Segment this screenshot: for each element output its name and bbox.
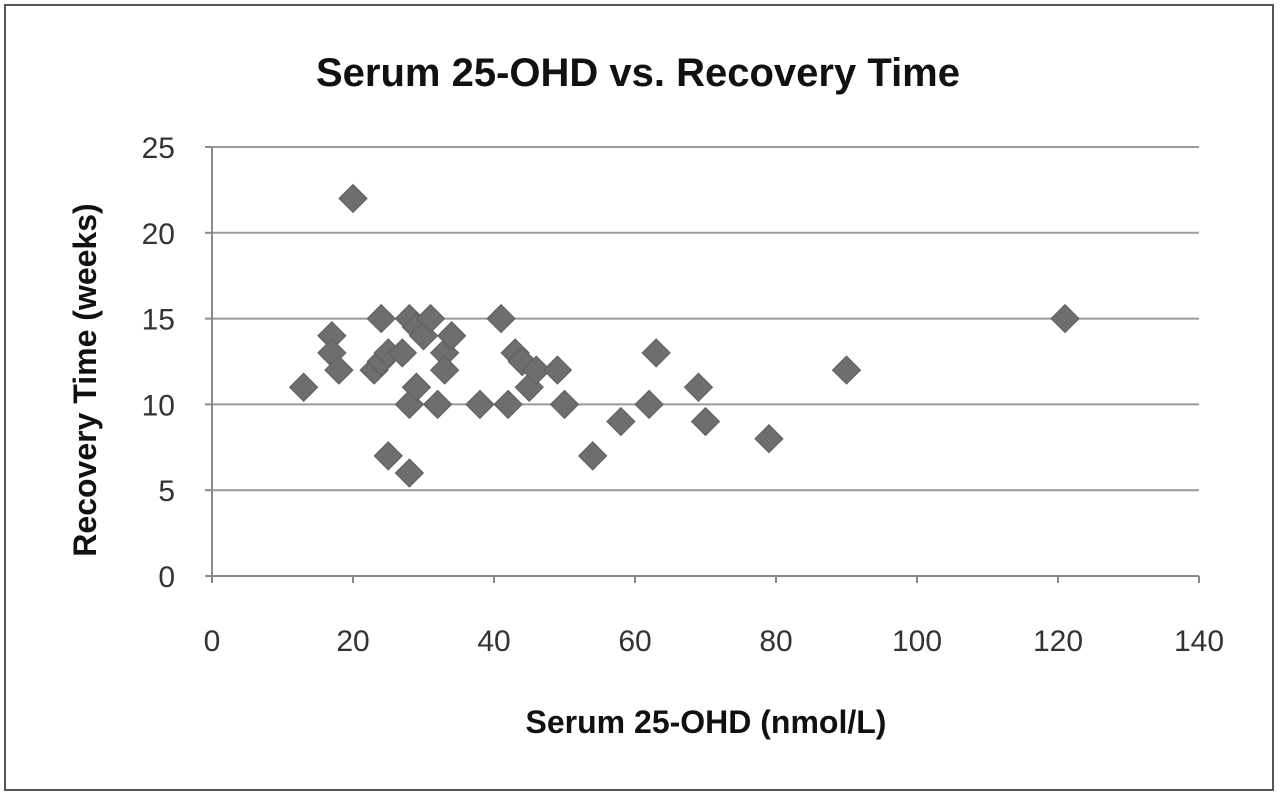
data-point	[366, 303, 396, 334]
y-tick-label: 0	[158, 561, 175, 594]
chart-frame	[4, 4, 1274, 791]
data-point	[415, 303, 446, 334]
y-tick-label: 10	[142, 389, 175, 422]
x-tick-label: 20	[336, 625, 369, 658]
data-point	[606, 406, 636, 437]
x-axis-title: Serum 25-OHD (nmol/L)	[526, 704, 887, 740]
y-axis-title: Recovery Time (weeks)	[67, 203, 103, 556]
x-tick-label: 0	[204, 625, 221, 658]
data-point	[641, 338, 671, 368]
data-point	[401, 372, 432, 402]
x-tick-label: 100	[892, 625, 942, 658]
data-point	[422, 389, 453, 420]
data-point	[493, 389, 523, 420]
y-tick-label: 20	[142, 218, 175, 251]
data-point	[373, 441, 403, 471]
data-point	[387, 338, 418, 368]
axes	[205, 146, 1200, 583]
y-tick-label: 25	[142, 132, 175, 165]
data-point	[465, 389, 495, 420]
data-points	[288, 183, 1080, 488]
data-point	[486, 303, 516, 334]
x-tick-label: 120	[1033, 625, 1083, 658]
x-tick-label: 140	[1174, 625, 1224, 658]
data-point	[831, 355, 862, 385]
data-point	[549, 389, 580, 420]
data-point	[436, 321, 467, 351]
x-tick-label: 40	[477, 625, 510, 658]
data-point	[1050, 303, 1080, 334]
data-point	[542, 355, 573, 385]
y-tick-label: 5	[158, 475, 175, 508]
data-point	[690, 406, 721, 437]
x-tick-label: 80	[759, 625, 792, 658]
x-tick-label: 60	[618, 625, 651, 658]
data-point	[577, 441, 608, 471]
data-point	[521, 355, 552, 385]
data-point	[338, 183, 368, 214]
data-point	[429, 355, 460, 385]
x-tick-labels: 0 20 40 60 80 100 120 140	[204, 625, 1224, 658]
y-tick-label: 15	[142, 304, 175, 337]
data-point	[324, 355, 354, 385]
data-point	[683, 372, 714, 402]
y-tick-labels: 0 5 10 15 20 25	[142, 132, 175, 594]
data-point	[754, 424, 784, 454]
data-point	[394, 458, 425, 488]
chart-title: Serum 25-OHD vs. Recovery Time	[316, 51, 960, 95]
data-point	[288, 372, 319, 402]
data-point	[634, 389, 664, 420]
